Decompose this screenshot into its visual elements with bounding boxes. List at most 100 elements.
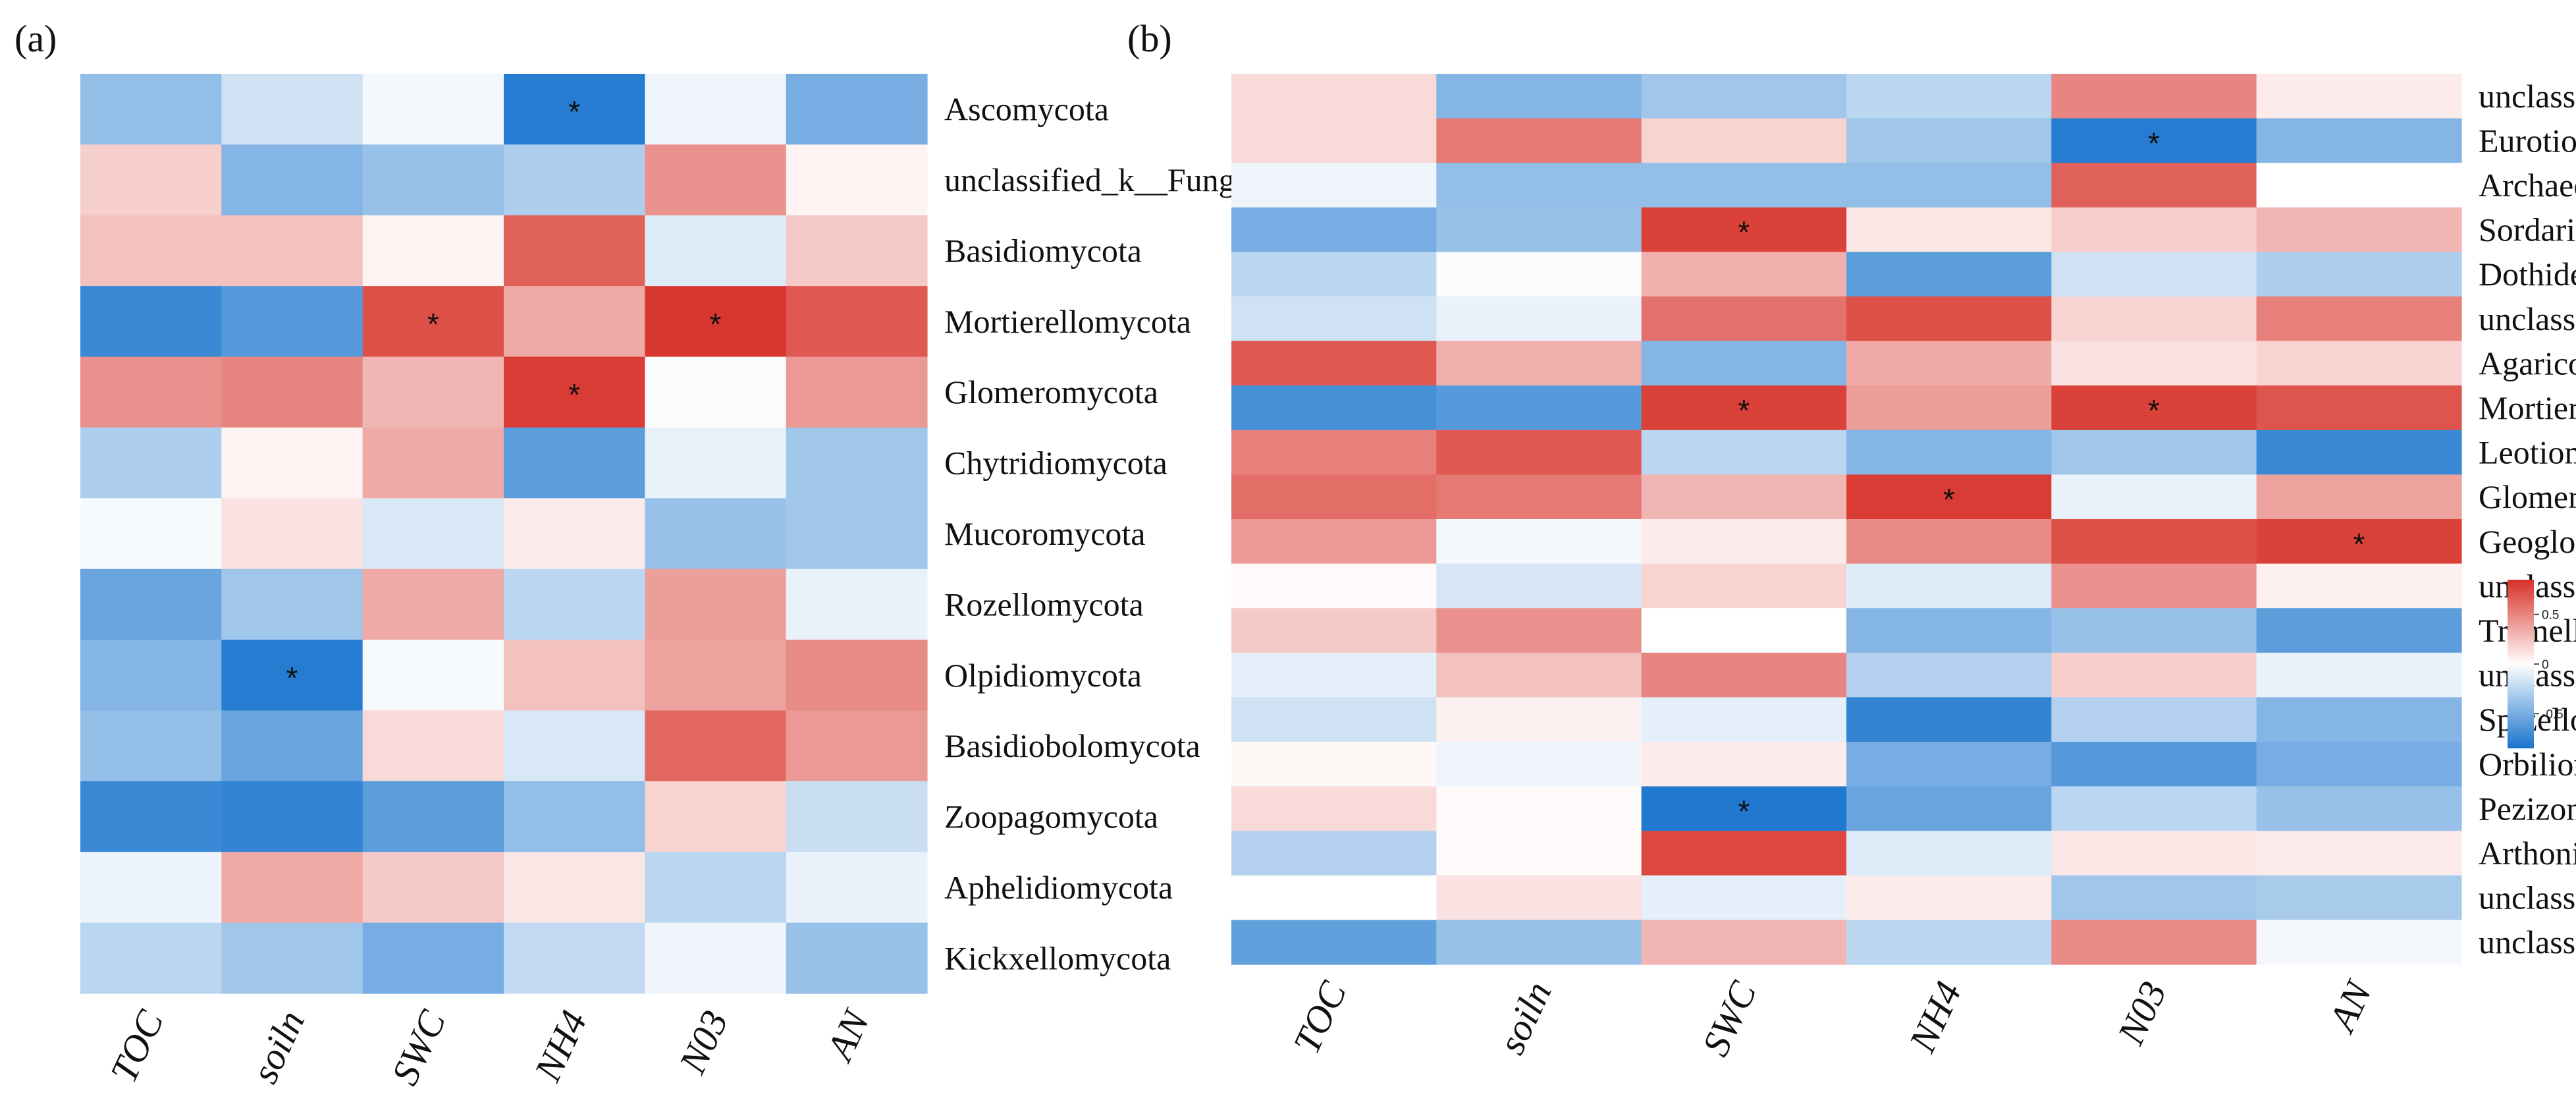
column-label: AN <box>817 1002 878 1069</box>
heatmap-cell <box>1846 252 2052 297</box>
heatmap-cell <box>1846 207 2052 252</box>
heatmap-cell <box>2256 742 2462 787</box>
heatmap-cell <box>2051 118 2257 163</box>
heatmap-cell <box>1231 652 1437 698</box>
heatmap-cell <box>1641 742 1847 787</box>
heatmap-cell <box>786 215 928 287</box>
row-label: Archaeorhizomycetes <box>2479 167 2576 204</box>
heatmap-cell <box>1436 341 1642 386</box>
colorbar-tick-label: 0.5 <box>2542 609 2559 623</box>
heatmap-cell <box>1436 519 1642 565</box>
heatmap-cell <box>221 569 363 640</box>
heatmap-cell <box>2256 252 2462 297</box>
row-label: Mortierellomycetes <box>2479 389 2576 426</box>
row-label: Zoopagomycota <box>944 798 1158 835</box>
heatmap-cell <box>80 640 222 711</box>
heatmap-cell <box>2051 385 2257 431</box>
heatmap-cell <box>2256 74 2462 119</box>
heatmap-cell <box>80 427 222 499</box>
row-label: Basidiomycota <box>944 232 1142 269</box>
heatmap-cell <box>2256 474 2462 520</box>
heatmap-cell <box>504 144 645 216</box>
heatmap-cell <box>1641 385 1847 431</box>
row-label: Arthoniomycetes <box>2479 835 2576 872</box>
heatmap-cell <box>2051 163 2257 208</box>
heatmap-cell <box>362 781 504 852</box>
heatmap-cell <box>2051 742 2257 787</box>
heatmap-cell <box>2051 341 2257 386</box>
heatmap-cell <box>2051 786 2257 831</box>
heatmap-cell <box>221 710 363 782</box>
colorbar-gradient <box>2508 580 2534 748</box>
heatmap-cell <box>1846 163 2052 208</box>
significance-marker: * <box>2353 527 2365 561</box>
heatmap-cell <box>80 710 222 782</box>
heatmap-cell <box>221 852 363 924</box>
heatmap-cell <box>1231 875 1437 920</box>
heatmap-cell <box>504 498 645 570</box>
row-label: Glomeromycetes <box>2479 478 2576 515</box>
heatmap-cell <box>1641 474 1847 520</box>
heatmap-cell <box>80 781 222 852</box>
heatmap-cell <box>1846 519 2052 565</box>
heatmap-cell <box>1231 519 1437 565</box>
heatmap-cell <box>221 286 363 358</box>
heatmap-cell <box>2256 563 2462 609</box>
significance-marker: * <box>427 307 439 341</box>
heatmap-cell <box>645 569 787 640</box>
significance-marker: * <box>1738 393 1750 428</box>
heatmap-cell <box>786 710 928 782</box>
heatmap-cell <box>504 215 645 287</box>
heatmap-cell <box>2256 296 2462 342</box>
heatmap-cell <box>2051 920 2257 965</box>
heatmap-cell <box>80 922 222 994</box>
heatmap-cell <box>504 569 645 640</box>
row-label: Leotiomycetes <box>2479 434 2576 471</box>
heatmap-cell <box>504 781 645 852</box>
heatmap-cell <box>1231 831 1437 876</box>
heatmap-cell <box>1641 831 1847 876</box>
heatmap-cell <box>1231 920 1437 965</box>
heatmap-cell <box>1436 252 1642 297</box>
heatmap-cell <box>362 710 504 782</box>
row-label: Rozellomycota <box>944 586 1144 623</box>
row-label: Pezizomycetes <box>2479 790 2576 827</box>
heatmap-cell <box>1641 430 1847 475</box>
heatmap-cell <box>786 781 928 852</box>
heatmap-cell <box>221 427 363 499</box>
column-label: TOC <box>102 1003 173 1089</box>
heatmap-cell <box>221 498 363 570</box>
panel-label-b: (b) <box>1127 17 1172 60</box>
heatmap-cell <box>1436 742 1642 787</box>
heatmap-cell <box>1641 252 1847 297</box>
row-label: unclassified_k__Fungi <box>944 161 1245 198</box>
heatmap-cell <box>2256 430 2462 475</box>
heatmap-cell <box>1846 652 2052 698</box>
heatmap-cell <box>786 922 928 994</box>
significance-marker: * <box>1738 215 1750 250</box>
heatmap-cell <box>645 710 787 782</box>
significance-marker: * <box>1738 794 1750 828</box>
heatmap-cell <box>2051 875 2257 920</box>
heatmap-cell <box>786 852 928 924</box>
heatmap-cell <box>362 215 504 287</box>
heatmap-cell <box>1641 786 1847 831</box>
row-label: Mucoromycota <box>944 515 1145 552</box>
heatmap-cell <box>80 286 222 358</box>
row-labels-a: Ascomycota unclassified_k__Fungi Basidiomy… <box>944 91 1245 977</box>
heatmap-cell <box>504 852 645 924</box>
heatmap-cell <box>2051 697 2257 742</box>
column-label: TOC <box>1285 974 1355 1060</box>
heatmap-cell <box>362 427 504 499</box>
heatmap-cell <box>1231 742 1437 787</box>
row-label: Eurotiomycetes <box>2479 122 2576 159</box>
heatmap-cell <box>1231 430 1437 475</box>
heatmap-cell <box>1231 296 1437 342</box>
heatmap-cell <box>645 144 787 216</box>
heatmap-cell <box>2256 608 2462 653</box>
row-label: Glomeromycota <box>944 374 1158 410</box>
heatmap-cell <box>221 356 363 428</box>
heatmap-cell <box>1231 118 1437 163</box>
heatmap-cell <box>1436 207 1642 252</box>
